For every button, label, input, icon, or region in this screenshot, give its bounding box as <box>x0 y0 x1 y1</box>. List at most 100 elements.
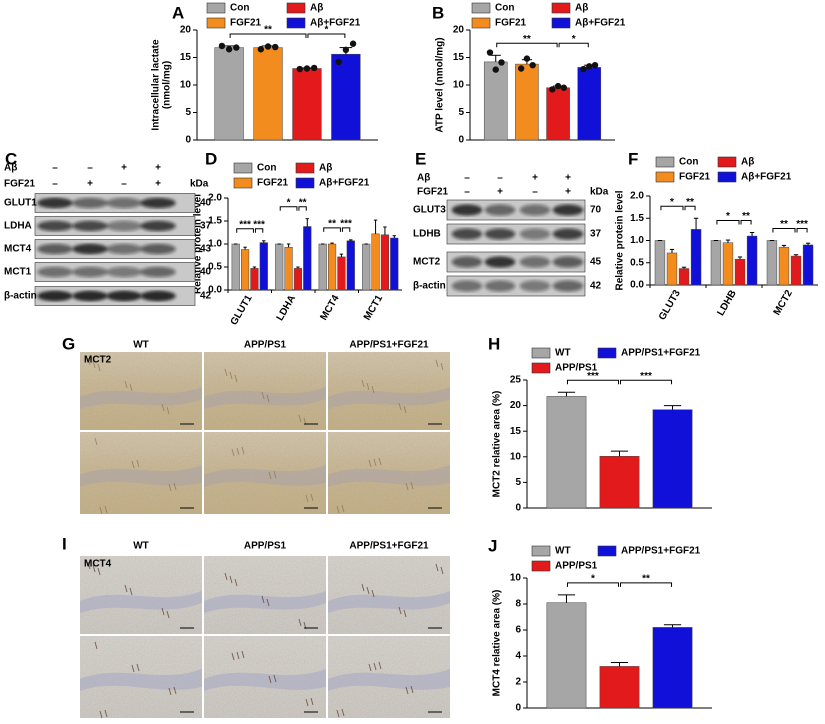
bar <box>515 63 539 141</box>
stain-fiber <box>373 458 377 467</box>
data-point <box>549 86 556 93</box>
y-tick-label: 1.5 <box>208 216 222 227</box>
y-tick-label: 0 <box>515 503 521 514</box>
bar <box>292 68 322 141</box>
stain-fiber <box>440 566 444 575</box>
bar <box>331 53 361 141</box>
stain-fiber <box>124 584 128 593</box>
kda-value: 42 <box>200 291 212 302</box>
bar <box>546 87 570 141</box>
panel-label: B <box>432 3 444 22</box>
blot-band <box>451 280 483 292</box>
stain-fiber <box>94 437 98 446</box>
blot-strip <box>446 223 586 245</box>
stain-fiber <box>173 482 177 491</box>
panel-label: G <box>62 334 75 353</box>
legend-label: Aβ <box>575 3 588 14</box>
significance-label: *** <box>340 219 352 230</box>
significance-label: * <box>670 197 674 208</box>
y-tick-label: 5 <box>515 477 521 488</box>
cell-layer <box>204 591 326 613</box>
bar <box>337 256 346 291</box>
y-axis-label: Relative protein level <box>615 190 626 290</box>
legend-swatch <box>655 156 675 168</box>
significance-label: * <box>726 211 730 222</box>
y-tick-label: 10 <box>510 451 522 462</box>
micrograph-grain <box>204 352 326 430</box>
legend-swatch <box>233 177 253 189</box>
blot-band <box>519 204 551 216</box>
data-point <box>272 43 279 51</box>
y-tick-label: 0.5 <box>630 257 644 268</box>
data-point <box>580 65 587 73</box>
bar <box>284 246 293 291</box>
legend-label: FGF21 <box>257 178 289 189</box>
condition-mark: + <box>155 163 161 174</box>
significance-label: * <box>591 574 595 585</box>
stain-fiber <box>410 685 414 694</box>
stain-fiber <box>261 595 265 604</box>
bar <box>240 249 250 291</box>
stain-fiber <box>410 481 414 490</box>
stain-fiber <box>231 652 235 661</box>
significance-bracket <box>229 33 307 38</box>
data-point <box>225 46 233 53</box>
micrograph-grain <box>328 352 450 430</box>
y-tick-label: 5 <box>185 107 191 118</box>
y-tick-label: 6 <box>515 625 521 636</box>
cell-layer <box>328 668 450 691</box>
blot-band <box>519 228 551 240</box>
significance-label: *** <box>239 219 251 230</box>
protein-name: MCT4 <box>4 244 32 255</box>
legend-swatch <box>206 2 226 14</box>
bar <box>259 242 268 291</box>
protein-name: LDHA <box>4 221 32 232</box>
blot-band <box>140 243 176 255</box>
bar <box>746 235 758 286</box>
protein-name: β-actin <box>4 291 37 302</box>
blot-strip <box>446 199 586 221</box>
stain-fiber <box>305 494 309 503</box>
condition-name: FGF21 <box>417 187 449 198</box>
legend-swatch <box>717 156 737 168</box>
significance-bracket <box>772 228 796 233</box>
stain-fiber <box>104 505 108 514</box>
significance-bracket <box>236 228 254 233</box>
bar <box>790 255 802 286</box>
y-tick-label: 4 <box>515 651 521 662</box>
bar <box>654 240 666 286</box>
stain-fiber <box>99 710 103 719</box>
y-axis-label: Intracellular lactate <box>151 39 162 131</box>
blot-band <box>140 220 176 232</box>
legend-swatch <box>206 17 226 29</box>
data-point <box>264 43 272 50</box>
stain-fiber <box>361 583 365 592</box>
stain-fiber <box>310 697 314 706</box>
stain-fiber <box>87 561 91 570</box>
legend-label: Aβ <box>319 163 332 174</box>
bar <box>778 246 790 286</box>
significance-label: * <box>572 34 576 45</box>
legend-label: APP/PS1 <box>555 363 598 374</box>
legend-swatch <box>295 177 315 189</box>
blot-band <box>484 256 516 268</box>
stain-fiber <box>234 578 238 587</box>
y-axis-label: Relative protein level <box>193 194 204 294</box>
stain-fiber <box>87 357 91 366</box>
stain-fiber <box>124 380 128 389</box>
legend-label: APP/PS1 <box>555 561 598 572</box>
stain-fiber <box>94 641 98 650</box>
data-point <box>517 65 525 72</box>
blot-band <box>106 197 142 209</box>
blot-band <box>72 220 108 232</box>
blot-band <box>106 290 142 302</box>
stain-fiber <box>435 359 439 368</box>
micrograph-grain <box>328 556 450 634</box>
x-tick-label: LDHA <box>275 293 298 323</box>
stain-fiber <box>403 405 407 414</box>
condition-mark: + <box>121 163 127 174</box>
stain-fiber <box>266 394 270 403</box>
stain-fiber <box>368 459 372 468</box>
condition-name: Aβ <box>4 163 17 174</box>
blot-band <box>72 266 108 278</box>
